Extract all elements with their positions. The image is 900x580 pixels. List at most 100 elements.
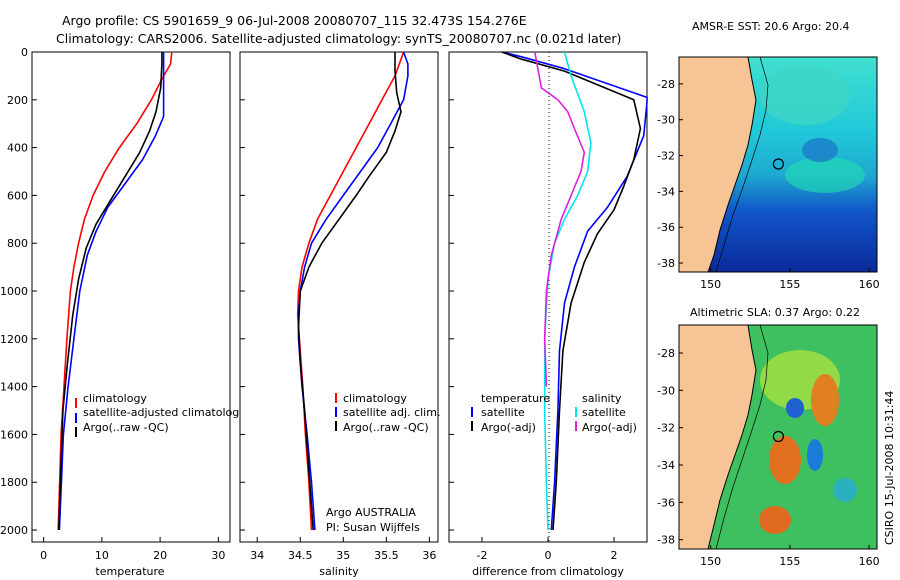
temperature-panel: 0 10 20 30 0 200 400 600 800 1000 1200 1400 1600 1800… <box>0 46 246 578</box>
sst-map-ticks: 150 155 160 -28 -30 -32 -34 -36 -38 <box>657 78 880 291</box>
x-tick-label: 35.5 <box>374 549 399 562</box>
y-tick-label: 1600 <box>0 428 28 441</box>
legend-label-sal-satellite: satellite <box>582 406 626 419</box>
sla-low-eddy-3 <box>833 478 857 502</box>
difference-ticks: -2 0 2 <box>449 51 618 562</box>
sla-map-ticks: 150 155 160 -28 -30 -32 -34 -36 -38 <box>657 347 880 568</box>
sla-map-image <box>679 325 877 549</box>
legend-label-sal-argo: Argo(-adj) <box>582 421 637 434</box>
map-x-tick-label: 150 <box>700 555 721 568</box>
map-x-tick-label: 160 <box>859 278 880 291</box>
salinity-panel: 34 34.5 35 35.5 36 salinity climatology sate… <box>239 51 440 578</box>
series-line-argo-raw-qc <box>58 52 163 531</box>
x-tick-label: 10 <box>95 549 109 562</box>
sla-high-eddy-3 <box>759 506 791 534</box>
map-x-tick-label: 160 <box>859 555 880 568</box>
coastline <box>707 325 757 549</box>
sst-map-panel: AMSR-E SST: 20.6 Argo: 20.4 150 155 160 -28… <box>657 20 880 291</box>
legend-title-salinity: salinity <box>582 392 622 405</box>
salinity-axes-box <box>239 51 439 543</box>
temperature-ticks: 0 10 20 30 0 200 400 600 800 1000 1200 1400 1600 1800… <box>0 46 225 562</box>
series-line-salinity-satellite <box>543 51 592 531</box>
difference-series <box>501 51 648 531</box>
salinity-xlabel: salinity <box>319 565 359 578</box>
sst-warm-patch <box>760 65 850 125</box>
map-x-tick-label: 155 <box>779 278 800 291</box>
temperature-axes-box <box>31 51 231 543</box>
map-y-tick-label: -38 <box>657 534 675 547</box>
x-tick-label: 0 <box>545 549 552 562</box>
temperature-series <box>57 51 173 531</box>
series-line-temperature-satellite <box>501 51 648 531</box>
argo-australia-annotation: Argo AUSTRALIA <box>326 506 416 519</box>
legend-label-temp-argo: Argo(-adj) <box>481 421 536 434</box>
salinity-series <box>296 51 409 531</box>
csiro-timestamp-label: CSIRO 15-Jul-2008 10:31:44 <box>883 391 896 545</box>
temperature-legend: climatology satellite-adjusted climatolo… <box>75 392 246 437</box>
map-y-tick-label: -34 <box>657 185 675 198</box>
map-y-tick-label: -32 <box>657 150 675 163</box>
argo-location-marker <box>772 158 785 170</box>
sla-low-eddy-2 <box>807 439 823 471</box>
sst-green-patch <box>785 157 865 193</box>
y-tick-label: 800 <box>7 237 28 250</box>
series-line-satellite-adjusted-climatology <box>58 52 165 531</box>
x-tick-label: 36 <box>422 549 436 562</box>
y-tick-label: 400 <box>7 142 28 155</box>
legend-title-temperature: temperature <box>481 392 550 405</box>
series-line-salinity-argo-adj <box>534 51 586 387</box>
legend-label-climatology: climatology <box>83 392 147 405</box>
legend-label-climatology: climatology <box>343 392 407 405</box>
legend-label-argo: Argo(..raw -QC) <box>83 421 169 434</box>
sla-low-eddy <box>786 398 804 418</box>
shelf-contour <box>715 57 769 272</box>
y-tick-label: 200 <box>7 94 28 107</box>
map-x-tick-label: 155 <box>779 555 800 568</box>
y-tick-label: 0 <box>21 46 28 59</box>
sla-map-frame <box>678 324 878 550</box>
shelf-contour <box>715 325 769 549</box>
difference-legend: temperature salinity satellite Argo(-adj… <box>471 392 637 434</box>
map-y-tick-label: -32 <box>657 422 675 435</box>
map-y-tick-label: -38 <box>657 257 675 270</box>
y-tick-label: 1200 <box>0 333 28 346</box>
map-y-tick-label: -30 <box>657 114 675 127</box>
x-tick-label: -2 <box>477 549 488 562</box>
series-line-argo-raw-qc <box>297 52 402 531</box>
pi-annotation: PI: Susan Wijffels <box>326 521 420 534</box>
map-y-tick-label: -28 <box>657 347 675 360</box>
salinity-ticks: 34 34.5 35 35.5 36 <box>240 51 436 562</box>
sst-map-frame <box>678 56 878 273</box>
map-y-tick-label: -34 <box>657 459 675 472</box>
legend-label-argo: Argo(..raw -QC) <box>343 421 429 434</box>
figure-title-line1: Argo profile: CS 5901659_9 06-Jul-2008 2… <box>62 13 527 28</box>
x-tick-label: 34 <box>250 549 264 562</box>
difference-xlabel: difference from climatology <box>472 565 624 578</box>
map-y-tick-label: -36 <box>657 496 675 509</box>
salinity-legend: climatology satellite adj. clim. Argo(..… <box>335 392 440 434</box>
x-tick-label: 34.5 <box>288 549 313 562</box>
legend-label-satellite: satellite-adjusted climatology <box>83 406 246 419</box>
map-y-tick-label: -36 <box>657 221 675 234</box>
sst-map-title: AMSR-E SST: 20.6 Argo: 20.4 <box>692 20 850 33</box>
temperature-xlabel: temperature <box>95 565 164 578</box>
sla-map-panel: Altimetric SLA: 0.37 Argo: 0.22 150 155 16… <box>657 306 880 568</box>
x-tick-label: 2 <box>611 549 618 562</box>
x-tick-label: 35 <box>336 549 350 562</box>
land-mass <box>679 57 756 272</box>
series-line-temperature-argo-adj <box>501 51 642 531</box>
x-tick-label: 0 <box>40 549 47 562</box>
map-x-tick-label: 150 <box>700 278 721 291</box>
y-tick-label: 1400 <box>0 381 28 394</box>
x-tick-label: 20 <box>153 549 167 562</box>
map-y-tick-label: -28 <box>657 78 675 91</box>
sla-high-eddy <box>811 374 839 426</box>
difference-axes-box <box>448 51 648 543</box>
argo-location-marker <box>772 430 785 443</box>
y-tick-label: 600 <box>7 189 28 202</box>
difference-panel: -2 0 2 difference from climatology tempera… <box>448 51 648 578</box>
sst-cool-eddy <box>802 138 838 162</box>
y-tick-label: 2000 <box>0 524 28 537</box>
series-line-climatology <box>57 51 173 531</box>
